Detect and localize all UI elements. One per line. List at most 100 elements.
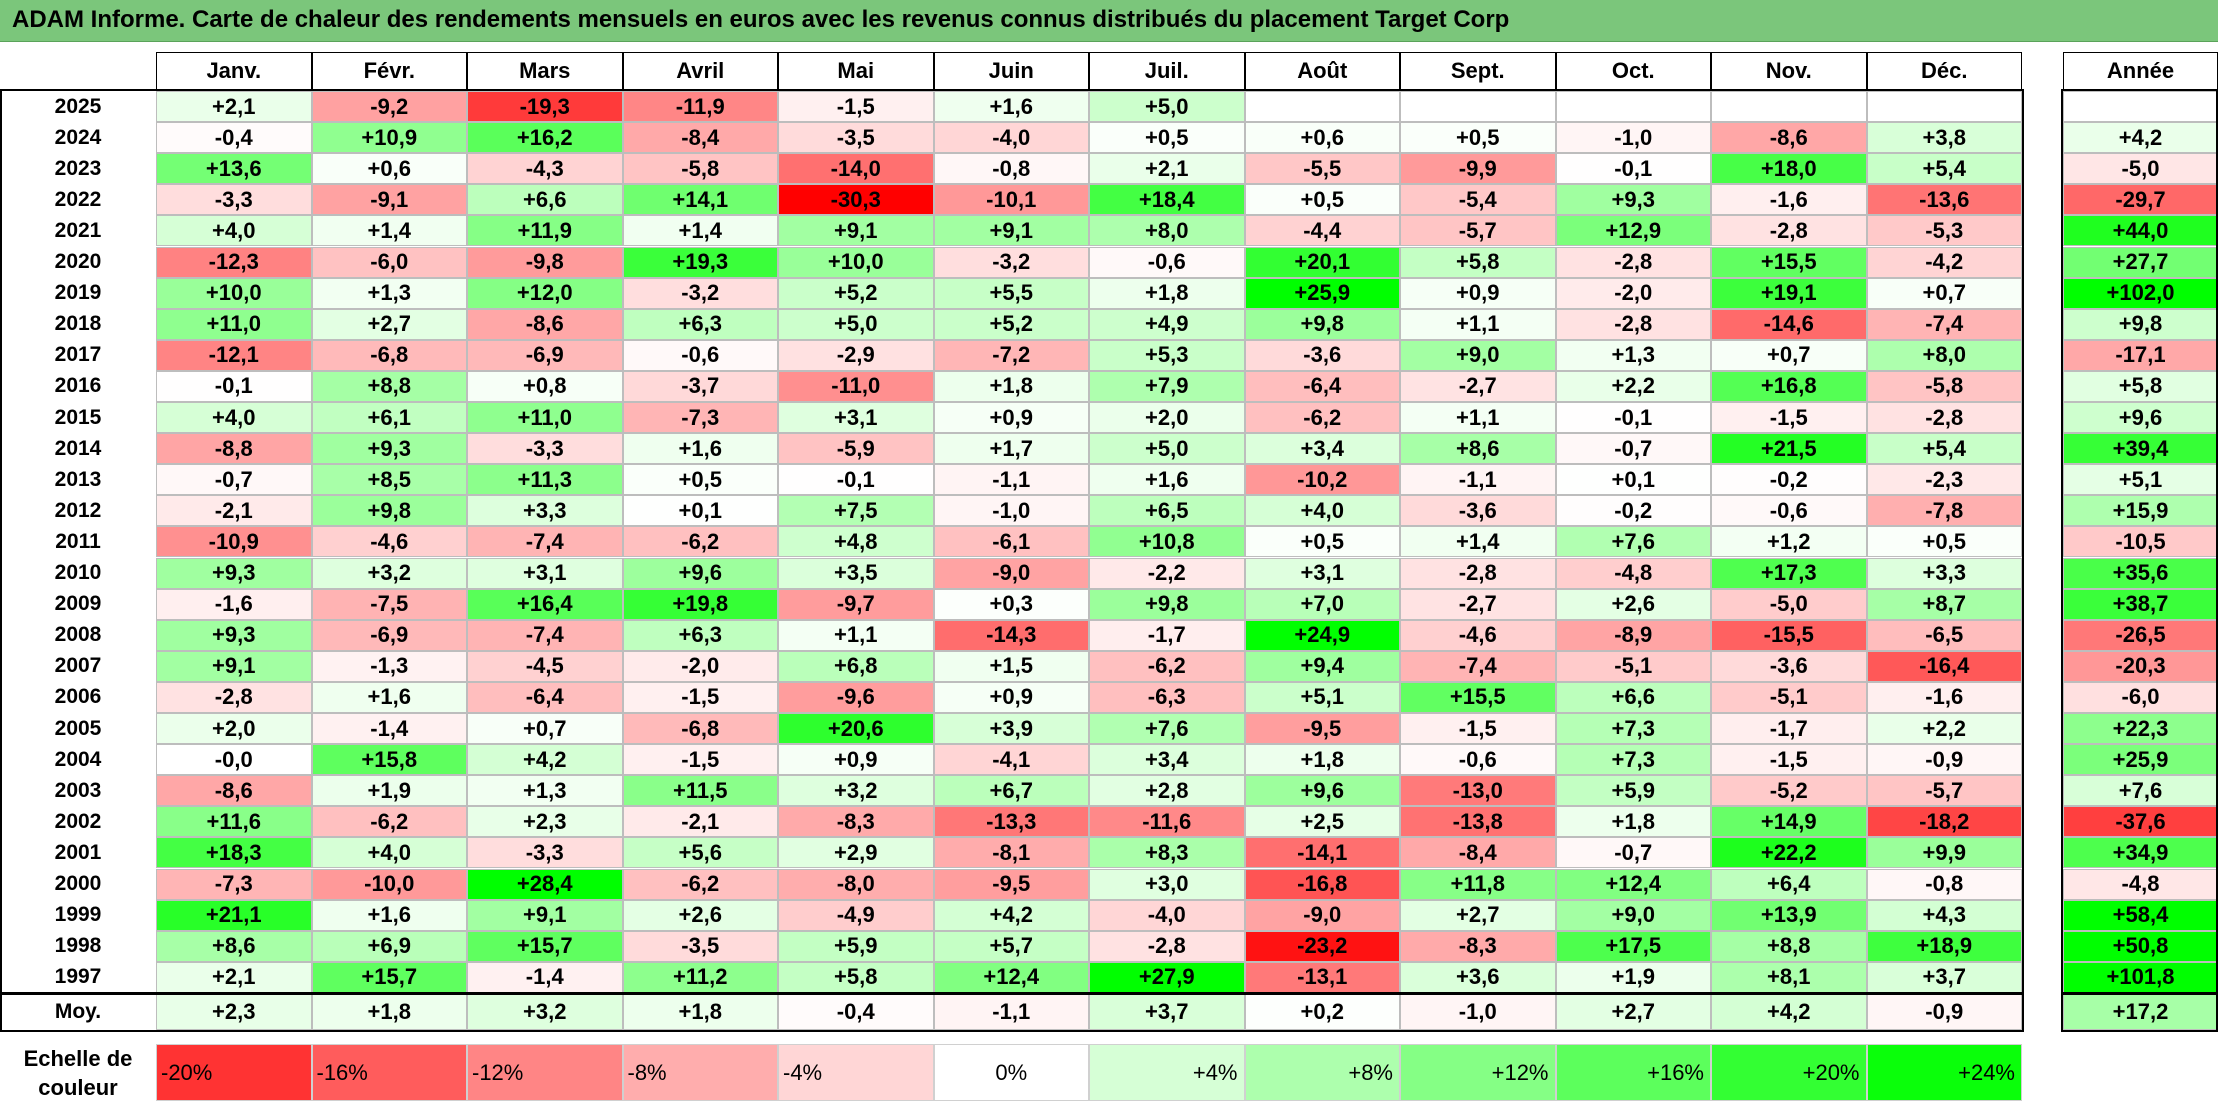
heatmap-cell: -5,4 xyxy=(1400,184,1556,216)
heatmap-cell: -12,3 xyxy=(156,246,312,278)
heatmap-cell: +12,4 xyxy=(933,961,1089,993)
heatmap-cell: +8,7 xyxy=(1866,588,2022,620)
heatmap-cell: -10,2 xyxy=(1244,464,1400,496)
heatmap-cell: +15,7 xyxy=(311,961,467,993)
heatmap-cell: -1,7 xyxy=(1711,713,1867,745)
annual-cell: +34,9 xyxy=(2063,837,2218,869)
heatmap-cell: +15,7 xyxy=(467,930,623,962)
heatmap-cell: +9,8 xyxy=(1244,308,1400,340)
heatmap-cell: +9,3 xyxy=(311,433,467,465)
heatmap-cell: -0,1 xyxy=(1555,153,1711,185)
heatmap-cell: -6,4 xyxy=(1244,370,1400,402)
heatmap-cell: +27,9 xyxy=(1089,961,1245,993)
year-label: 2001 xyxy=(54,840,102,864)
heatmap-cell: +18,3 xyxy=(156,837,312,869)
annual-cell: +5,8 xyxy=(2063,370,2218,402)
year-label: 2017 xyxy=(54,343,102,367)
heatmap-cell: +19,1 xyxy=(1711,277,1867,309)
heatmap-cell: -4,5 xyxy=(467,650,623,682)
heatmap-cell: -2,8 xyxy=(1089,930,1245,962)
heatmap-cell: +12,9 xyxy=(1555,215,1711,247)
heatmap-cell: +18,9 xyxy=(1866,930,2022,962)
average-cell: -0,4 xyxy=(778,994,934,1030)
heatmap-cell: -8,9 xyxy=(1555,619,1711,651)
heatmap-cell: -1,1 xyxy=(933,464,1089,496)
annual-cell: +27,7 xyxy=(2063,246,2218,278)
heatmap-cell: +5,7 xyxy=(933,930,1089,962)
heatmap-cell: -1,0 xyxy=(933,495,1089,527)
heatmap-cell: -5,2 xyxy=(1711,775,1867,807)
color-scale-swatch: -16% xyxy=(311,1044,467,1101)
year-label: 2004 xyxy=(54,747,102,771)
year-label: 1998 xyxy=(54,934,102,958)
column-header: Sept. xyxy=(1400,52,1556,90)
year-label: 2016 xyxy=(54,374,102,398)
heatmap-cell: +4,9 xyxy=(1089,308,1245,340)
heatmap-cell: +0,1 xyxy=(1555,464,1711,496)
heatmap-cell: -13,0 xyxy=(1400,775,1556,807)
heatmap-cell: +8,6 xyxy=(156,930,312,962)
color-scale-swatch: -8% xyxy=(622,1044,778,1101)
color-scale-swatch: +4% xyxy=(1089,1044,1245,1101)
color-scale-title: Echelle de couleur xyxy=(23,1045,133,1100)
heatmap-cell: +8,0 xyxy=(1866,339,2022,371)
heatmap-cell: -0,7 xyxy=(1555,837,1711,869)
heatmap-cell: -1,3 xyxy=(311,650,467,682)
heatmap-cell: +11,9 xyxy=(467,215,623,247)
heatmap-cell: +24,9 xyxy=(1244,619,1400,651)
heatmap-cell: -14,6 xyxy=(1711,308,1867,340)
annual-cell: +9,6 xyxy=(2063,402,2218,434)
heatmap-cell: +4,0 xyxy=(1244,495,1400,527)
heatmap-cell: -0,1 xyxy=(778,464,934,496)
heatmap-cell: -8,4 xyxy=(622,122,778,154)
heatmap-cell: -8,8 xyxy=(156,433,312,465)
color-scale-swatch: +16% xyxy=(1555,1044,1711,1101)
heatmap-cell: +0,8 xyxy=(467,370,623,402)
heatmap-cell: +2,8 xyxy=(1089,775,1245,807)
heatmap-cell: -6,2 xyxy=(1089,650,1245,682)
heatmap-cell: +1,4 xyxy=(311,215,467,247)
heatmap-cell: -0,6 xyxy=(1711,495,1867,527)
heatmap-cell: +9,1 xyxy=(467,899,623,931)
title-bar: ADAM Informe. Carte de chaleur des rende… xyxy=(0,0,2218,42)
average-cell: +3,2 xyxy=(467,994,623,1030)
heatmap-cell: -6,1 xyxy=(933,526,1089,558)
heatmap-cell: -4,2 xyxy=(1866,246,2022,278)
heatmap-cell: +3,5 xyxy=(778,557,934,589)
heatmap-cell: +6,9 xyxy=(311,930,467,962)
heatmap-cell: +5,6 xyxy=(622,837,778,869)
heatmap-cell: -0,1 xyxy=(1555,402,1711,434)
heatmap-cell: -1,5 xyxy=(778,91,934,123)
heatmap-cell: +7,5 xyxy=(778,495,934,527)
heatmap-cell: -0,6 xyxy=(1400,744,1556,776)
heatmap-cell: -9,9 xyxy=(1400,153,1556,185)
heatmap-cell: +8,3 xyxy=(1089,837,1245,869)
heatmap-cell: +17,5 xyxy=(1555,930,1711,962)
heatmap-cell: +0,9 xyxy=(933,402,1089,434)
heatmap-cell: -8,6 xyxy=(467,308,623,340)
heatmap-cell: +9,1 xyxy=(156,650,312,682)
heatmap-cell: +2,2 xyxy=(1555,370,1711,402)
heatmap-cell: -3,7 xyxy=(622,370,778,402)
heatmap-cell: -0,7 xyxy=(156,464,312,496)
heatmap-cell: +10,8 xyxy=(1089,526,1245,558)
heatmap-cell: +18,4 xyxy=(1089,184,1245,216)
heatmap-cell: -2,2 xyxy=(1089,557,1245,589)
heatmap-cell: +5,8 xyxy=(1400,246,1556,278)
heatmap-cell: +6,8 xyxy=(778,650,934,682)
heatmap-cell: -14,0 xyxy=(778,153,934,185)
heatmap-cell: +4,8 xyxy=(778,526,934,558)
color-scale-swatch: +20% xyxy=(1711,1044,1867,1101)
heatmap-cell: +11,5 xyxy=(622,775,778,807)
heatmap-cell: -7,2 xyxy=(933,339,1089,371)
heatmap-cell: +12,4 xyxy=(1555,868,1711,900)
heatmap-cell: -10,0 xyxy=(311,868,467,900)
heatmap-cell: -0,0 xyxy=(156,744,312,776)
year-label: 2021 xyxy=(54,218,102,242)
heatmap-cell: -8,1 xyxy=(933,837,1089,869)
heatmap-cell: -9,5 xyxy=(1244,713,1400,745)
heatmap-cell: +6,6 xyxy=(1555,681,1711,713)
heatmap-cell: +1,7 xyxy=(933,433,1089,465)
heatmap-cell: +0,1 xyxy=(622,495,778,527)
year-label: 2015 xyxy=(54,405,102,429)
